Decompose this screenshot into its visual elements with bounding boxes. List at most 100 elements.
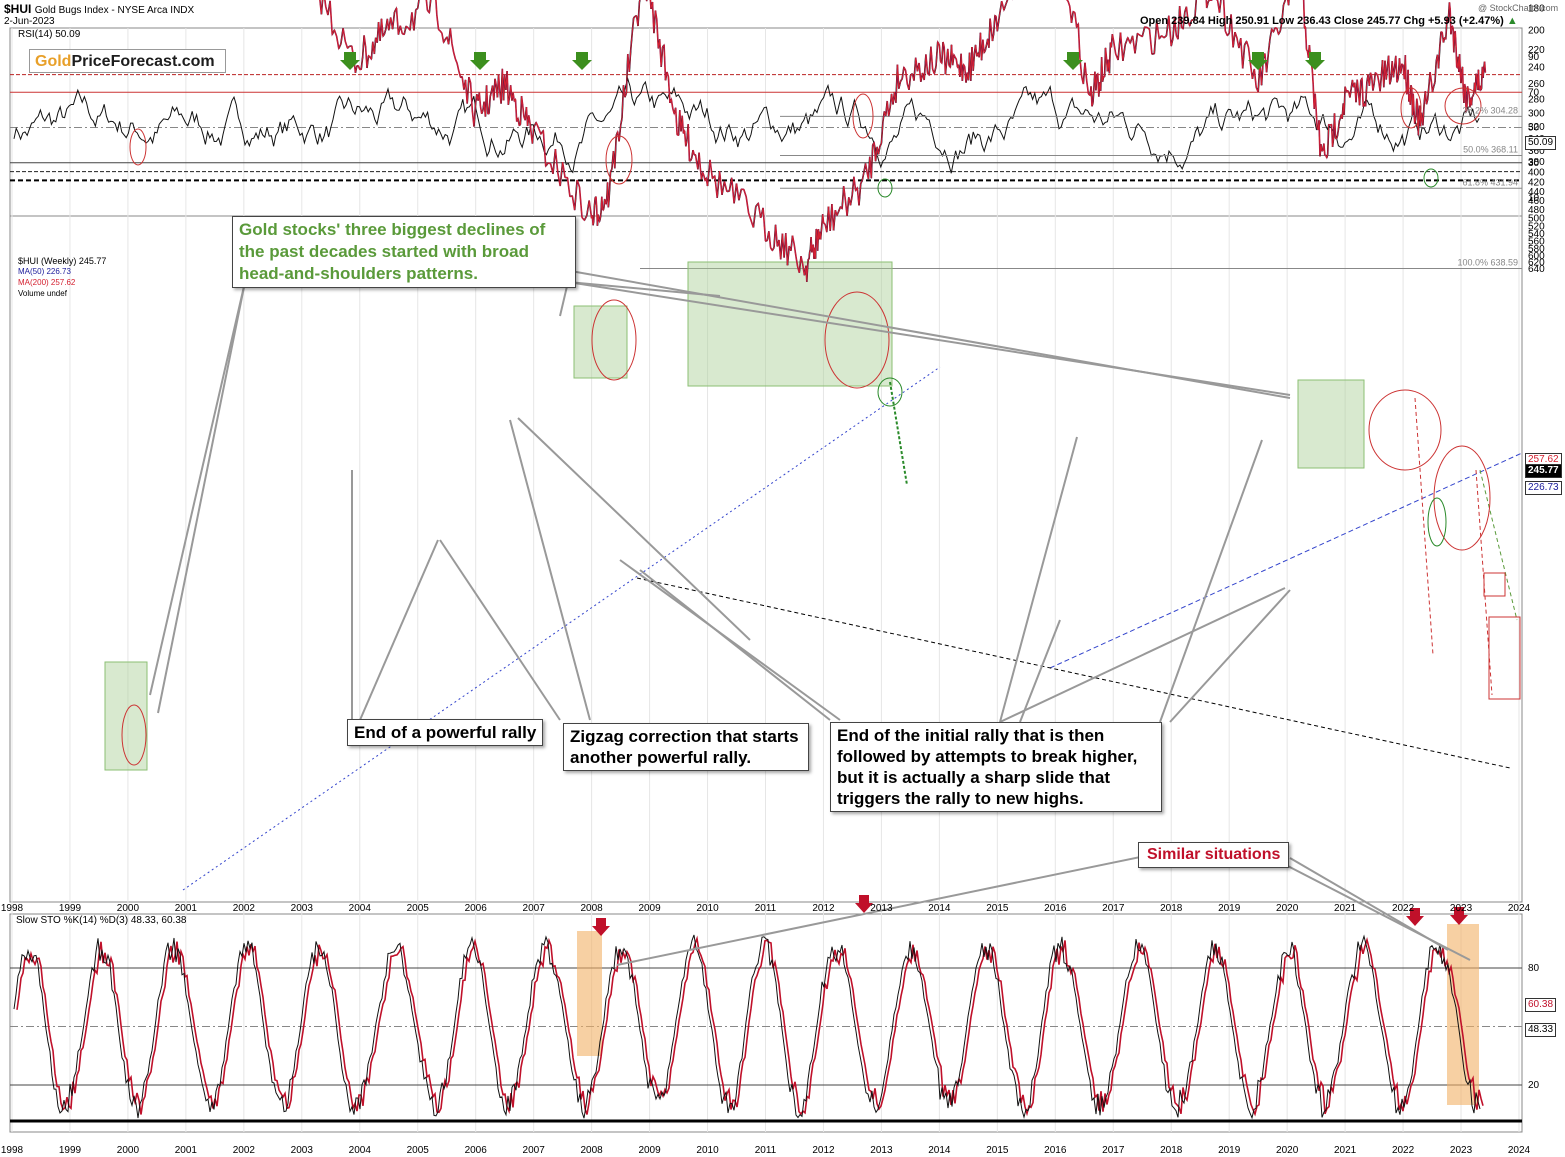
green-arrow-icon	[1305, 52, 1325, 70]
red-arrow-icon	[855, 895, 873, 913]
legend-ma200: MA(200) 257.62	[18, 278, 76, 287]
rsi-highlight-circle	[129, 128, 147, 166]
year-tick-label: 2002	[233, 903, 256, 914]
price-tick-label: 360	[1528, 146, 1545, 157]
stoch-series	[10, 924, 1522, 1123]
callout-pointer	[439, 539, 561, 721]
year-tick-label: 2015	[986, 1145, 1009, 1156]
watermark: @ StockCharts.com	[1478, 3, 1559, 13]
green-arrow-icon	[340, 52, 360, 70]
blue-trendline	[182, 366, 941, 891]
price-low-circle	[1427, 497, 1447, 547]
year-tick-label: 2001	[175, 903, 198, 914]
year-tick-label: 2019	[1218, 1145, 1241, 1156]
similar-situation-box	[577, 931, 602, 1056]
year-tick-label: 2022	[1392, 1145, 1415, 1156]
hs-pattern-box	[1297, 379, 1365, 469]
green-arrow-icon	[1063, 52, 1083, 70]
year-tick-label: 2003	[291, 903, 314, 914]
year-tick-label: 2008	[580, 903, 603, 914]
price-tick-label: 420	[1528, 178, 1545, 189]
year-tick-label: 2021	[1334, 1145, 1357, 1156]
year-tick-label: 2010	[696, 903, 719, 914]
year-tick-label: 2013	[870, 903, 893, 914]
callout-pointer	[509, 419, 591, 721]
year-tick-label: 2024	[1508, 1145, 1531, 1156]
callout-pointer	[564, 269, 1291, 399]
ma50-last-value: 226.73	[1525, 481, 1562, 495]
red-arrow-icon	[1450, 907, 1468, 925]
price-tick-label: 460	[1528, 196, 1545, 207]
year-tick-label: 1998	[1, 903, 24, 914]
callout-pointer	[359, 539, 439, 721]
year-tick-label: 2013	[870, 1145, 893, 1156]
price-tick-label: 180	[1528, 4, 1545, 15]
callout-pointer	[517, 417, 751, 641]
callout-pointer	[1019, 619, 1061, 723]
rsi-tick-label: 90	[1528, 52, 1540, 63]
close-last-value: 245.77	[1525, 464, 1562, 478]
callout-pointer	[619, 559, 841, 721]
rsi-label: RSI(14) 50.09	[18, 29, 81, 40]
rsi-highlight-circle	[1400, 87, 1422, 129]
rsi-low-circle	[877, 178, 893, 198]
price-tick-label: 560	[1528, 237, 1545, 248]
callout-pointer	[149, 281, 246, 696]
ohlc-readout: Open 239.84 High 250.91 Low 236.43 Close…	[1140, 15, 1518, 27]
price-highlight-circle	[1433, 445, 1491, 551]
rsi-highlight-circle	[605, 135, 633, 185]
year-tick-label: 2011	[755, 1145, 777, 1156]
price-tick-label: 640	[1528, 264, 1545, 275]
price-highlight-circle	[591, 299, 637, 381]
callout-pointer	[999, 436, 1078, 723]
green-arrow-icon	[470, 52, 490, 70]
initial-rally-note: End of the initial rally that is then fo…	[830, 722, 1162, 812]
year-tick-label: 2020	[1276, 1145, 1299, 1156]
year-gridlines	[11, 28, 1520, 1132]
year-tick-label: 2004	[349, 1145, 372, 1156]
black-dashed-trendline	[636, 577, 1511, 769]
year-tick-label: 2004	[349, 903, 372, 914]
year-tick-label: 2005	[407, 903, 430, 914]
up-arrow-icon: ▲	[1506, 15, 1518, 27]
rsi-highlight-circle	[852, 93, 874, 139]
rsi-tick-label: 70	[1528, 87, 1540, 98]
year-tick-label: 2018	[1160, 903, 1183, 914]
legend-ma50: MA(50) 226.73	[18, 267, 71, 276]
hs-pattern-box	[573, 305, 628, 379]
stoch-label: Slow STO %K(14) %D(3) 48.33, 60.38	[16, 915, 187, 926]
rsi-last-value: 50.09	[1525, 136, 1557, 150]
stoch-d-line	[16, 935, 1484, 1117]
year-tick-label: 2009	[638, 1145, 661, 1156]
year-tick-label: 2003	[291, 1145, 314, 1156]
callout-pointer	[1169, 589, 1291, 723]
red-dashed-projection	[1414, 397, 1434, 656]
green-dashed-projection	[1479, 469, 1518, 621]
year-tick-label: 1999	[59, 1145, 82, 1156]
year-tick-label: 2001	[175, 1145, 198, 1156]
price-tick-label: 620	[1528, 257, 1545, 268]
hs-pattern-box	[687, 261, 893, 387]
price-tick-label: 540	[1528, 229, 1545, 240]
price-tick-label: 380	[1528, 157, 1545, 168]
year-tick-label: 2012	[812, 1145, 835, 1156]
ohlc-text: Open 239.84 High 250.91 Low 236.43 Close…	[1140, 15, 1504, 27]
year-tick-label: 2009	[638, 903, 661, 914]
similar-situations-note: Similar situations	[1138, 842, 1290, 868]
blue-trendline	[1049, 452, 1523, 669]
stoch-tick-label: 80	[1528, 963, 1540, 974]
rsi-tick-label: 10	[1528, 193, 1540, 204]
chart-overlays	[121, 52, 1523, 966]
year-tick-label: 2005	[407, 1145, 430, 1156]
stoch-d-last-value: 60.38	[1525, 998, 1557, 1012]
year-tick-label: 1998	[1, 1145, 24, 1156]
green-arrow-icon	[572, 52, 592, 70]
target-box	[1483, 572, 1506, 597]
price-tick-label: 240	[1528, 63, 1545, 74]
green-dashed-line	[889, 381, 908, 486]
fib-label: 61.8% 431.94	[1462, 177, 1518, 187]
price-tick-label: 440	[1528, 187, 1545, 198]
price-tick-label: 300	[1528, 109, 1545, 120]
